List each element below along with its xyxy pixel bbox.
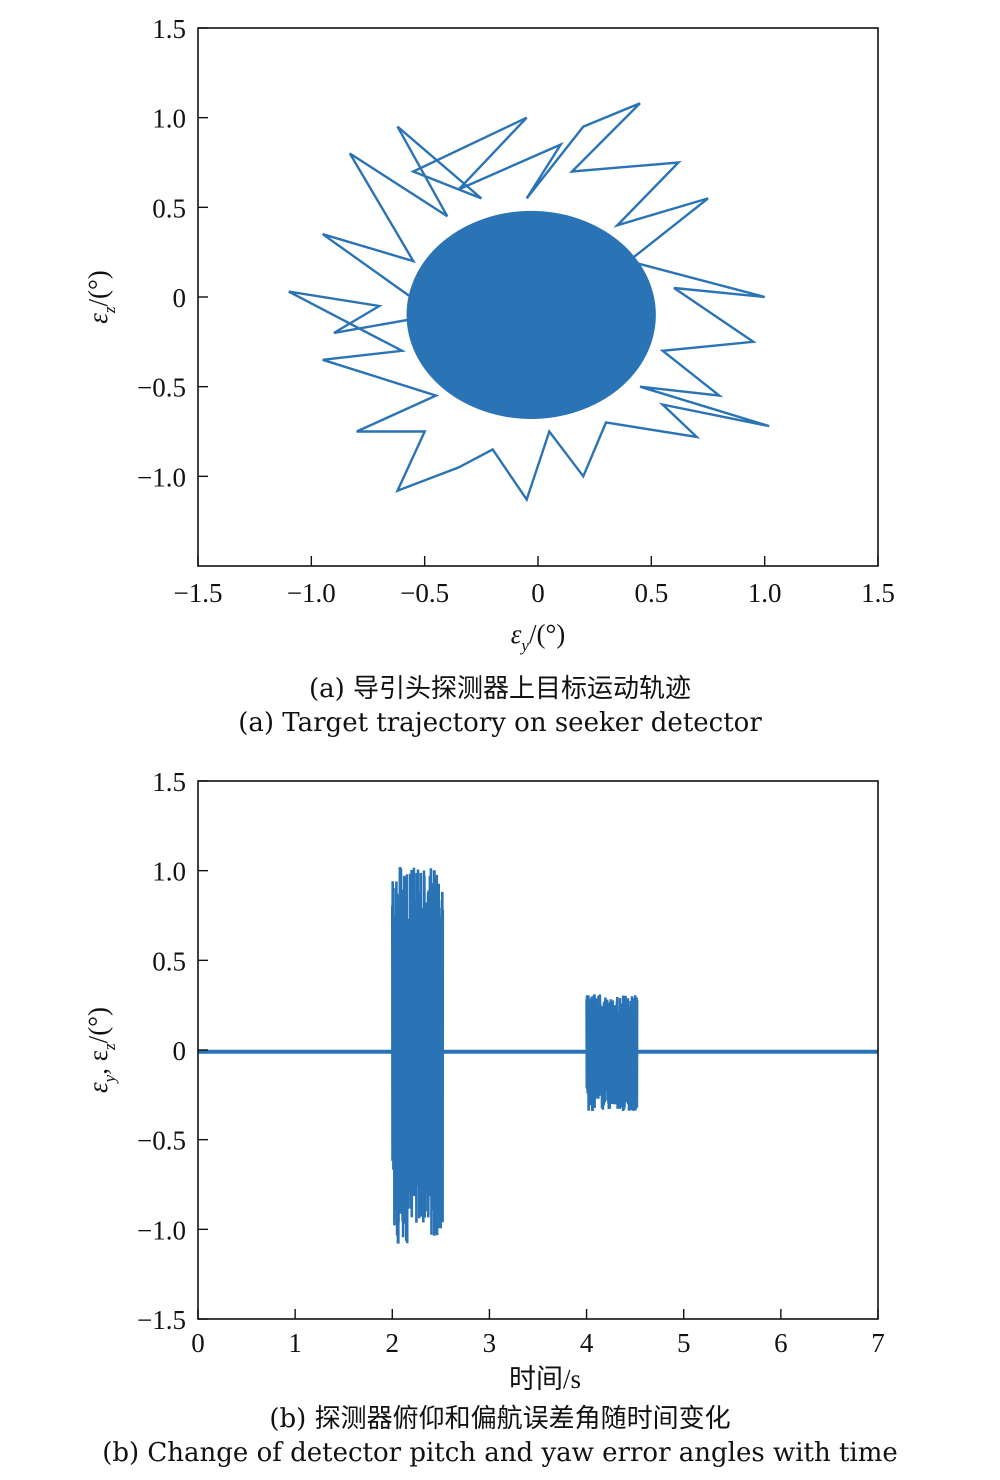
chart-a-x-tick-label: 1.5 [861,578,895,608]
chart-b-y-tick-label: 0.5 [152,946,186,976]
chart-a: −1.5 −1.0 −0.5 0 0.5 1.0 1.5 1.51.00.50−0.5−1.… [83,14,895,655]
chart-b-caption-en: (b) Change of detector pitch and yaw err… [102,1438,898,1468]
chart-b-y-tick-label: 0 [173,1036,187,1066]
chart-b-caption-cn: (b) 探测器俯仰和偏航误差角随时间变化 [269,1404,731,1434]
chart-a-x-tick-label: 0 [531,578,545,608]
chart-b-x-tick-label: 6 [774,1328,788,1358]
chart-a-x-tick-label: −1.0 [287,578,336,608]
chart-b-y-tick-label: −1.5 [137,1305,186,1335]
chart-b-x-tick-label: 1 [288,1328,302,1358]
chart-a-trajectory-dense-region [406,210,656,419]
chart-b-x-tick-label: 0 [191,1328,205,1358]
chart-b-y-axis-label: εy, εz/(°) [83,1007,119,1093]
chart-a-x-tick-label: −1.5 [174,578,223,608]
chart-a-series-line [288,102,770,503]
chart-a-x-ticks: −1.5 −1.0 −0.5 0 0.5 1.0 1.5 [174,556,895,608]
chart-b-y-tick-label: −1.0 [137,1215,186,1245]
chart-b-burst-core-1 [395,949,440,1157]
chart-b-burst-core-2 [589,1019,635,1084]
chart-a-y-tick-label: 1.5 [152,14,186,44]
chart-a-x-axis-label: εy/(°) [511,619,565,655]
chart-a-y-tick-label: −1.0 [137,462,186,492]
chart-b-x-tick-label: 2 [386,1328,400,1358]
chart-b-plot-area [198,867,878,1244]
chart-b-x-tick-label: 7 [871,1328,885,1358]
chart-a-y-tick-label: 0.5 [152,193,186,223]
chart-a-x-tick-label: 1.0 [748,578,782,608]
chart-b-x-ticks: 0 1 2 3 4 5 6 7 [191,1309,885,1358]
chart-a-caption-en: (a) Target trajectory on seeker detector [238,708,762,738]
chart-a-y-tick-label: −0.5 [137,373,186,403]
chart-b-y-ticks: 1.5 1.0 0.5 0 −0.5 −1.0 −1.5 [137,767,208,1335]
chart-a-caption-cn: (a) 导引头探测器上目标运动轨迹 [308,674,692,704]
chart-a-x-tick-label: 0.5 [634,578,668,608]
chart-b-y-tick-label: 1.5 [152,767,186,797]
chart-a-y-axis-label: εz/(°) [83,270,119,324]
chart-b: 0 1 2 3 4 5 6 7 1.5 1.0 0.5 0 −0.5 −1.0 −1.5 时间/s εy,… [83,767,885,1394]
chart-b-x-axis-label: 时间/s [509,1364,581,1394]
chart-b-x-tick-label: 4 [580,1328,594,1358]
chart-a-y-ticks: 1.5 1.0 0.5 0 −0.5 −1.0 [137,14,208,492]
chart-b-x-tick-label: 5 [677,1328,691,1358]
chart-a-plot-area [288,102,770,503]
chart-a-y-tick-label: 0 [173,283,187,313]
chart-b-y-tick-label: 1.0 [152,857,186,887]
chart-a-x-tick-label: −0.5 [400,578,449,608]
chart-b-x-tick-label: 3 [483,1328,497,1358]
chart-a-y-tick-label: 1.0 [152,104,186,134]
chart-b-y-tick-label: −0.5 [137,1126,186,1156]
